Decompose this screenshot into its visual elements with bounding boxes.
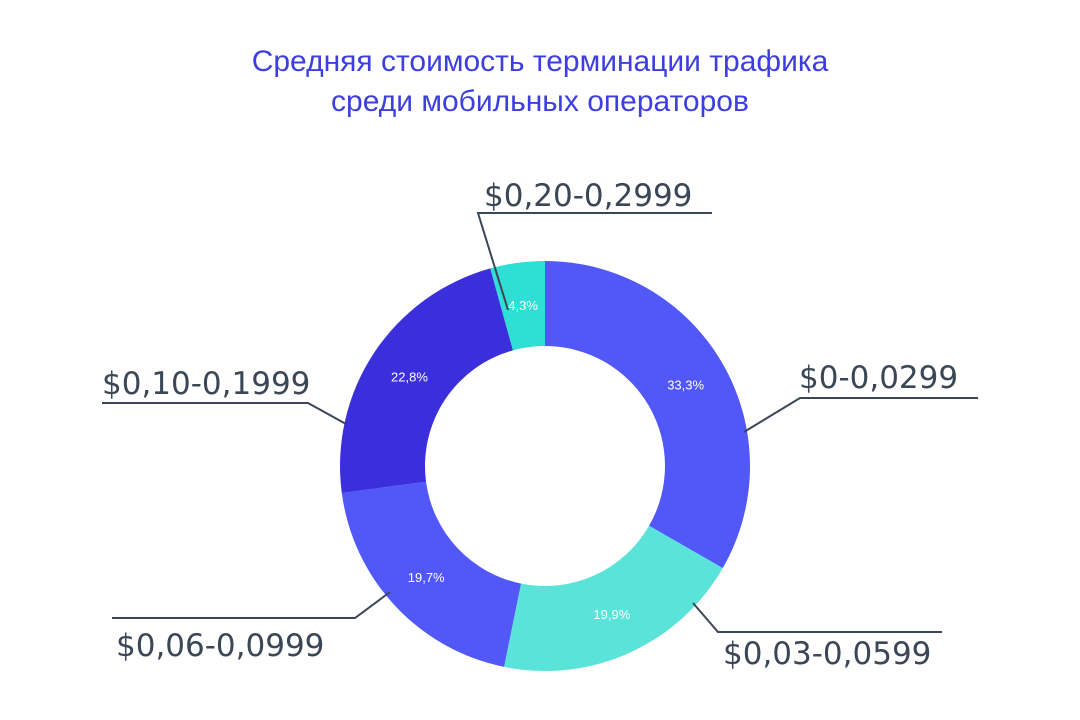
donut-slice bbox=[490, 261, 545, 351]
category-label: $0-0,0299 bbox=[799, 360, 958, 396]
leader-line bbox=[476, 212, 712, 311]
slice-value-label: 19,7% bbox=[408, 570, 445, 585]
slice-value-label: 19,9% bbox=[593, 607, 630, 622]
donut-slice bbox=[545, 261, 751, 569]
leader-lines bbox=[102, 212, 978, 633]
category-label: $0,06-0,0999 bbox=[116, 628, 324, 664]
chart-title-line-2: среди мобильных операторов bbox=[331, 85, 749, 118]
chart-title-line-1: Средняя стоимость терминации трафика bbox=[251, 45, 829, 78]
leader-line bbox=[692, 602, 942, 633]
slice-value-label: 33,3% bbox=[667, 378, 704, 393]
slice-value-label: 22,8% bbox=[391, 369, 428, 384]
donut-slices bbox=[339, 261, 751, 671]
category-label: $0,10-0,1999 bbox=[102, 366, 310, 402]
slice-value-label: 4,3% bbox=[508, 298, 538, 313]
category-label: $0,20-0,2999 bbox=[484, 178, 692, 214]
category-labels: $0-0,0299 $0,03-0,0599 $0,06-0,0999 $0,10-0… bbox=[102, 178, 958, 672]
donut-slice bbox=[339, 268, 513, 493]
value-labels: 33,3% 19,9% 19,7% 22,8% 4,3% bbox=[391, 298, 704, 622]
leader-line bbox=[102, 402, 347, 425]
chart-title: Средняя стоимость терминации трафика сре… bbox=[0, 42, 1080, 122]
leader-line bbox=[112, 591, 391, 619]
donut-slice bbox=[341, 481, 522, 667]
leader-line bbox=[743, 397, 978, 433]
donut-slice bbox=[504, 525, 723, 671]
category-label: $0,03-0,0599 bbox=[723, 636, 931, 672]
